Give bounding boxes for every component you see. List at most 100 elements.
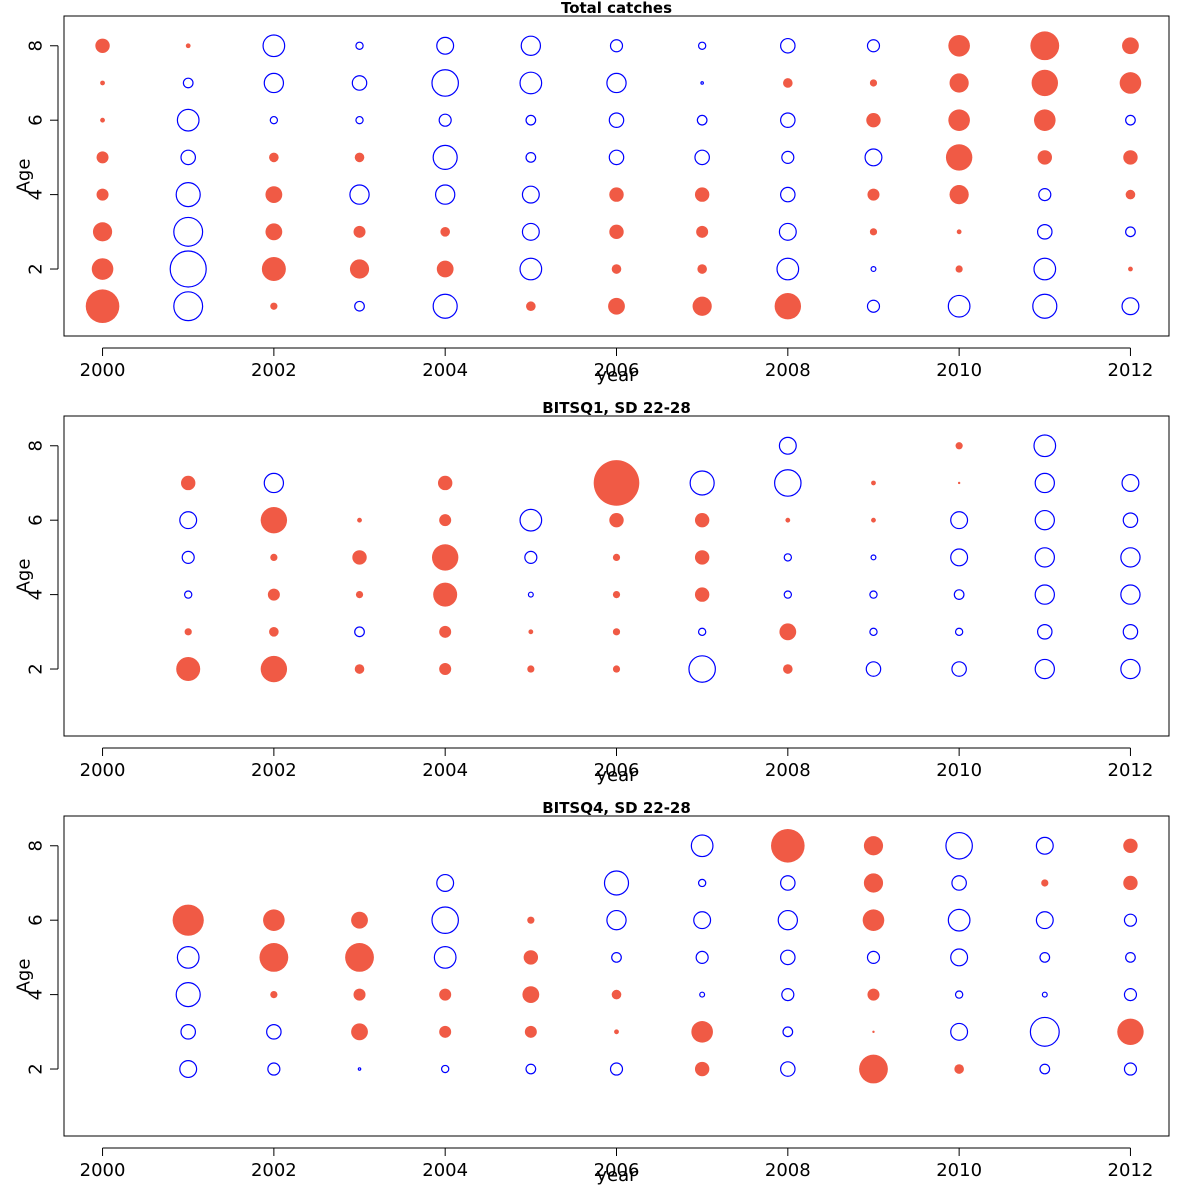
bubble-negative xyxy=(521,185,540,204)
bubble-negative xyxy=(1122,624,1139,640)
bubble-negative xyxy=(1038,188,1052,202)
plot-frame xyxy=(63,815,1170,1137)
bubble-negative xyxy=(436,873,455,892)
bubble-positive xyxy=(694,550,710,565)
bubble-positive xyxy=(270,991,278,999)
plot-frame xyxy=(63,415,1170,737)
bubble-negative xyxy=(869,590,878,599)
bubble-negative xyxy=(180,1024,197,1040)
bubble-positive xyxy=(611,264,622,274)
x-tick-label: 2000 xyxy=(80,360,126,381)
x-tick-label: 2006 xyxy=(594,1160,640,1181)
bubble-positive xyxy=(783,78,793,88)
bubble-negative xyxy=(1034,509,1055,531)
bubble-positive xyxy=(609,187,624,202)
bubble-positive xyxy=(436,260,454,278)
bubble-positive xyxy=(863,836,884,856)
bubble-positive xyxy=(269,627,279,637)
bubble-positive xyxy=(611,989,622,1000)
x-tick-label: 2008 xyxy=(765,1160,811,1181)
bubble-negative xyxy=(351,75,368,91)
bubble-negative xyxy=(355,115,364,125)
x-tick-label: 2012 xyxy=(1108,1160,1154,1181)
bubble-positive xyxy=(872,1030,875,1034)
bubble-positive xyxy=(785,517,791,523)
bubble-negative xyxy=(1125,951,1136,963)
x-axis-title: year xyxy=(596,365,637,386)
bubble-positive xyxy=(345,942,374,972)
bubble-positive xyxy=(85,289,120,324)
bubble-positive xyxy=(1037,150,1052,165)
bubble-negative xyxy=(349,184,370,205)
bubble-negative xyxy=(1123,1062,1138,1076)
bubble-positive xyxy=(1117,1018,1144,1046)
bubble-positive xyxy=(867,988,880,1001)
bubble-positive xyxy=(181,475,196,491)
bubble-positive xyxy=(866,112,881,128)
bubble-positive xyxy=(948,109,970,131)
bubble-negative xyxy=(780,875,796,891)
bubble-positive xyxy=(172,904,204,936)
bubble-negative xyxy=(688,655,716,683)
x-tick-label: 2012 xyxy=(1108,360,1154,381)
bubble-negative xyxy=(1120,584,1141,605)
panel-title: BITSQ1, SD 22-28 xyxy=(542,399,691,417)
bubble-negative xyxy=(778,436,797,455)
panel-title: BITSQ4, SD 22-28 xyxy=(542,799,691,817)
bubble-positive xyxy=(439,514,452,527)
bubble-positive xyxy=(1123,150,1138,165)
bubble-positive xyxy=(609,512,624,528)
bubble-positive xyxy=(100,80,105,86)
y-tick-label: 2 xyxy=(26,263,47,274)
bubble-negative xyxy=(950,511,969,530)
bubble-positive xyxy=(1119,72,1142,94)
bubble-positive xyxy=(349,259,370,279)
y-tick-label: 8 xyxy=(26,440,47,451)
bubble-positive xyxy=(697,264,707,274)
bubble-negative xyxy=(951,661,967,677)
bubble-negative xyxy=(354,300,365,312)
bubble-positive xyxy=(1123,838,1138,853)
bubble-positive xyxy=(612,553,621,561)
x-tick-label: 2010 xyxy=(936,760,982,781)
y-tick-label: 8 xyxy=(26,40,47,51)
bubble-negative xyxy=(950,548,969,567)
bubble-positive xyxy=(694,512,710,528)
bubble-positive xyxy=(694,587,710,602)
bubble-positive xyxy=(871,517,876,523)
bubble-positive xyxy=(184,628,192,636)
y-tick-label: 2 xyxy=(26,663,47,674)
bubble-positive xyxy=(696,225,709,238)
x-tick-label: 2006 xyxy=(594,760,640,781)
bubble-positive xyxy=(96,188,109,201)
bubble-negative xyxy=(431,69,459,97)
bubble-negative xyxy=(525,1063,537,1075)
bubble-negative xyxy=(182,77,194,89)
bubble-positive xyxy=(948,34,970,57)
bubble-negative xyxy=(432,144,458,170)
bubble-negative xyxy=(1032,293,1058,319)
bubble-negative xyxy=(774,469,802,497)
bubble-negative xyxy=(689,470,715,496)
bubble-negative xyxy=(169,250,207,288)
bubble-negative xyxy=(1039,1063,1051,1075)
bubble-positive xyxy=(260,655,288,683)
bubble-negative xyxy=(266,1024,282,1040)
bubble-negative xyxy=(1034,547,1055,568)
bubble-negative xyxy=(1033,434,1057,458)
bubble-negative xyxy=(520,35,542,56)
bubble-negative xyxy=(694,149,710,166)
bubble-positive xyxy=(614,1029,619,1035)
bubble-positive xyxy=(528,629,534,635)
bubble-negative xyxy=(181,550,195,564)
bubble-positive xyxy=(265,223,283,241)
bubble-positive xyxy=(863,873,884,893)
bubble-negative xyxy=(173,291,204,322)
bubble-negative xyxy=(954,627,964,637)
bubble-positive xyxy=(95,38,110,53)
bubble-negative xyxy=(697,627,707,637)
bubble-negative xyxy=(699,991,706,998)
bubble-negative xyxy=(267,1062,281,1076)
x-tick-label: 2000 xyxy=(80,760,126,781)
bubble-negative xyxy=(1033,257,1057,281)
